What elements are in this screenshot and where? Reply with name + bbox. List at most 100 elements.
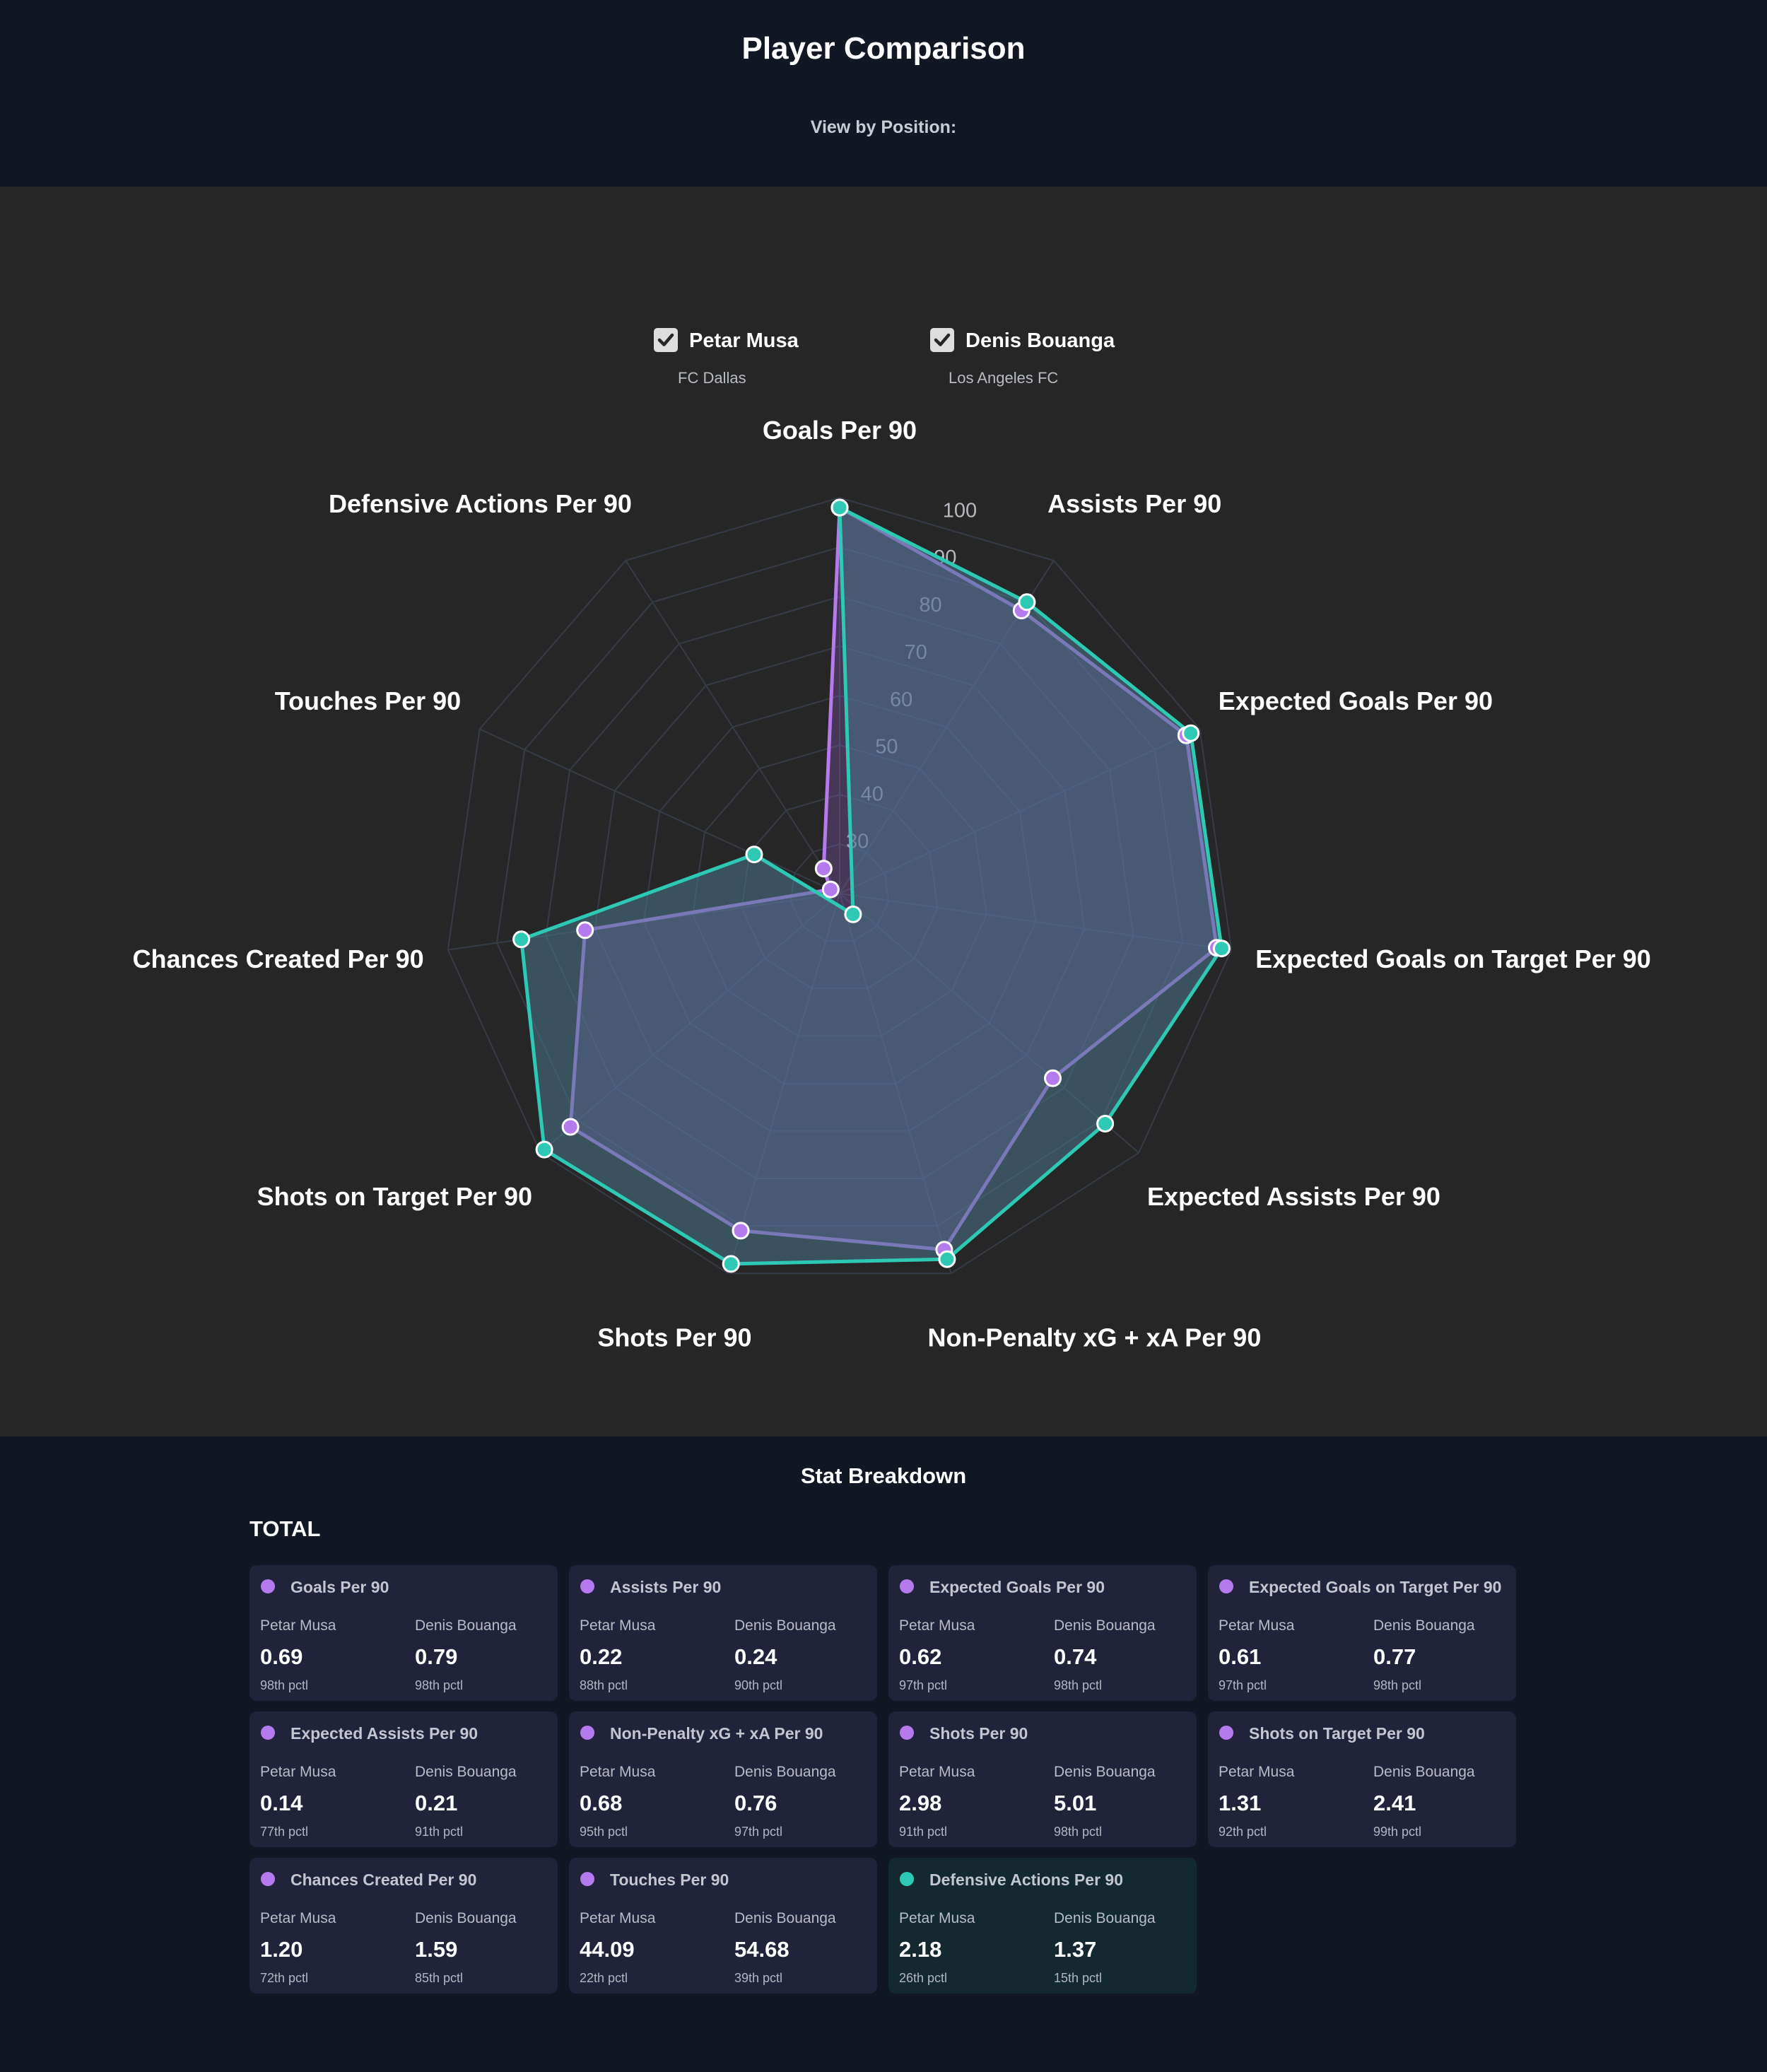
stat-card: Touches Per 90 Petar Musa Denis Bouanga 44.… [569, 1858, 877, 1994]
radar-series [512, 498, 1231, 1273]
stat-card: Shots on Target Per 90 Petar Musa Denis Bo… [1208, 1711, 1516, 1847]
stat-card: Expected Goals Per 90 Petar Musa Denis Bou… [888, 1565, 1197, 1701]
stat-dot-icon [580, 1726, 594, 1740]
player-a-percentile: 26th pctl [899, 1971, 948, 1985]
player-b-name: Denis Bouanga [1373, 1764, 1475, 1780]
player-a-value: 1.31 [1219, 1791, 1262, 1815]
stat-card-title: Non-Penalty xG + xA Per 90 [610, 1724, 823, 1743]
player-a-percentile: 98th pctl [260, 1678, 309, 1692]
data-point-denis-bouanga[interactable] [535, 1140, 553, 1159]
stat-card: Goals Per 90 Petar Musa Denis Bouanga 0.69 0… [250, 1565, 558, 1701]
stat-breakdown: Stat Breakdown TOTAL Goals Per 90 Petar M… [0, 1436, 1767, 2072]
legend-player-name: Denis Bouanga [965, 329, 1115, 352]
legend-team-name: FC Dallas [678, 369, 746, 387]
player-a-value: 0.62 [899, 1644, 942, 1669]
checkbox-checked-icon[interactable] [654, 328, 678, 352]
data-point-petar-musa[interactable] [732, 1222, 750, 1240]
data-point-petar-musa[interactable] [821, 880, 840, 899]
player-a-value: 0.14 [260, 1791, 303, 1815]
player-a-name: Petar Musa [580, 1910, 656, 1926]
player-a-value: 0.68 [580, 1791, 623, 1815]
player-b-value: 1.37 [1054, 1937, 1097, 1962]
stat-dot-icon [261, 1872, 275, 1886]
player-a-value: 44.09 [580, 1937, 635, 1962]
stat-card: Shots Per 90 Petar Musa Denis Bouanga 2.98 5… [888, 1711, 1197, 1847]
player-b-percentile: 90th pctl [734, 1678, 783, 1692]
player-a-name: Petar Musa [260, 1617, 336, 1634]
stat-card: Non-Penalty xG + xA Per 90 Petar Musa Deni… [569, 1711, 877, 1847]
player-b-name: Denis Bouanga [1054, 1617, 1156, 1634]
player-b-name: Denis Bouanga [415, 1764, 517, 1780]
data-point-petar-musa[interactable] [561, 1118, 580, 1136]
player-a-name: Petar Musa [1219, 1617, 1295, 1634]
player-a-percentile: 77th pctl [260, 1825, 309, 1839]
stat-dot-icon [261, 1579, 275, 1593]
data-point-denis-bouanga[interactable] [938, 1250, 956, 1268]
player-a-percentile: 22th pctl [580, 1971, 628, 1985]
player-b-value: 0.24 [734, 1644, 777, 1669]
stat-card-title: Assists Per 90 [610, 1578, 722, 1596]
category-label: Defensive Actions Per 90 [329, 489, 632, 518]
player-a-value: 0.61 [1219, 1644, 1262, 1669]
player-a-percentile: 72th pctl [260, 1971, 309, 1985]
category-label: Touches Per 90 [275, 686, 461, 715]
legend-team-name: Los Angeles FC [949, 369, 1059, 387]
player-b-value: 1.59 [415, 1937, 458, 1962]
player-a-name: Petar Musa [899, 1764, 975, 1780]
player-b-name: Denis Bouanga [734, 1910, 836, 1926]
stat-dot-icon [1219, 1579, 1233, 1593]
player-a-percentile: 91th pctl [899, 1825, 948, 1839]
checkbox-checked-icon[interactable] [930, 328, 954, 352]
player-b-value: 5.01 [1054, 1791, 1097, 1815]
category-label: Goals Per 90 [763, 416, 917, 445]
player-b-name: Denis Bouanga [734, 1617, 836, 1634]
stat-card-title: Expected Goals on Target Per 90 [1249, 1578, 1502, 1596]
data-point-denis-bouanga[interactable] [830, 498, 849, 517]
player-a-percentile: 92th pctl [1219, 1825, 1267, 1839]
category-label: Expected Goals on Target Per 90 [1255, 944, 1651, 973]
data-point-denis-bouanga[interactable] [722, 1255, 740, 1273]
data-point-denis-bouanga[interactable] [512, 930, 531, 949]
stat-card: Defensive Actions Per 90 Petar Musa Denis … [888, 1858, 1197, 1994]
player-a-name: Petar Musa [1219, 1764, 1295, 1780]
grid-ring [447, 496, 1233, 1275]
data-point-petar-musa[interactable] [576, 921, 594, 940]
player-a-name: Petar Musa [260, 1910, 336, 1926]
stat-card: Expected Assists Per 90 Petar Musa Denis B… [250, 1711, 558, 1847]
data-point-denis-bouanga[interactable] [1096, 1115, 1115, 1132]
player-a-name: Petar Musa [580, 1617, 656, 1634]
data-point-denis-bouanga[interactable] [844, 905, 862, 923]
stat-dot-icon [900, 1726, 914, 1740]
player-a-percentile: 97th pctl [899, 1678, 948, 1692]
grid-spoke [625, 560, 840, 894]
data-point-denis-bouanga[interactable] [1182, 724, 1200, 742]
player-b-percentile: 98th pctl [415, 1678, 464, 1692]
category-label: Expected Goals Per 90 [1219, 686, 1493, 715]
player-a-value: 2.18 [899, 1937, 942, 1962]
stat-card-title: Shots on Target Per 90 [1249, 1724, 1425, 1743]
player-a-percentile: 97th pctl [1219, 1678, 1267, 1692]
stat-card: Expected Goals on Target Per 90 Petar Mus… [1208, 1565, 1516, 1701]
radar-chart-panel: Petar Musa FC Dallas Denis Bouanga Los A… [0, 187, 1767, 1436]
stat-breakdown-title: Stat Breakdown [800, 1463, 967, 1488]
data-point-petar-musa[interactable] [814, 860, 833, 878]
category-label: Shots Per 90 [597, 1323, 751, 1352]
category-label: Shots on Target Per 90 [257, 1182, 532, 1211]
data-point-denis-bouanga[interactable] [1212, 940, 1231, 958]
data-point-denis-bouanga[interactable] [1018, 593, 1036, 611]
data-point-denis-bouanga[interactable] [745, 845, 763, 864]
data-point-petar-musa[interactable] [1044, 1069, 1062, 1087]
grid-spoke [479, 728, 840, 894]
player-b-percentile: 85th pctl [415, 1971, 464, 1985]
player-b-name: Denis Bouanga [415, 1617, 517, 1634]
stat-dot-icon [580, 1872, 594, 1886]
stat-card: Chances Created Per 90 Petar Musa Denis Bo… [250, 1858, 558, 1994]
series-area-denis-bouanga [519, 505, 1223, 1266]
header: Player Comparison View by Position: [0, 0, 1767, 187]
stat-dot-icon [1219, 1726, 1233, 1740]
player-b-value: 54.68 [734, 1937, 789, 1962]
stat-dot-icon [900, 1579, 914, 1593]
player-b-percentile: 98th pctl [1054, 1825, 1103, 1839]
stat-card-title: Touches Per 90 [610, 1871, 729, 1889]
player-b-value: 2.41 [1373, 1791, 1416, 1815]
